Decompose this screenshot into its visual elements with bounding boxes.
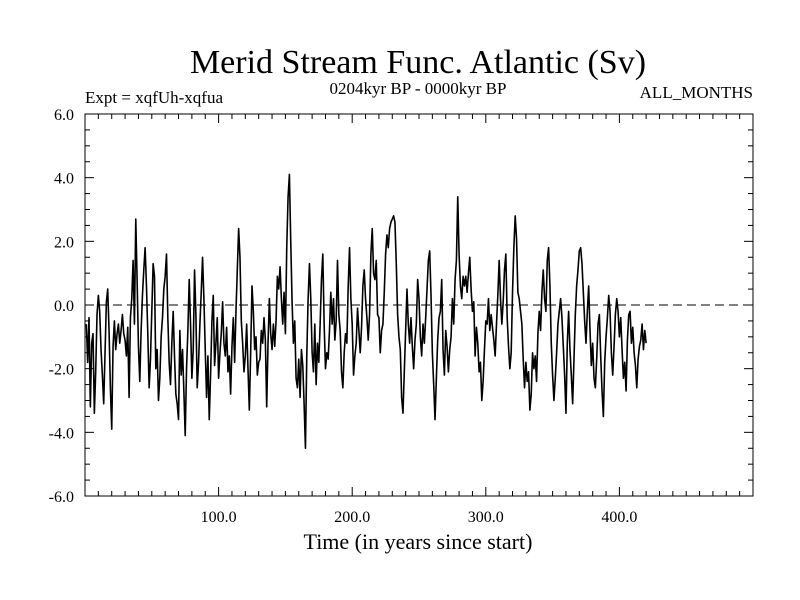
period-label: 0204kyr BP - 0000kyr BP [330, 79, 507, 98]
chart-title: Merid Stream Func. Atlantic (Sv) [190, 44, 646, 81]
series-line [85, 173, 647, 450]
x-tick-label: 200.0 [334, 509, 370, 526]
y-tick-label: 6.0 [54, 107, 74, 124]
y-tick-label: 2.0 [54, 234, 74, 251]
experiment-label: Expt = xqfUh-xqfua [85, 88, 223, 107]
x-tick-label: 400.0 [601, 509, 637, 526]
y-tick-label: 4.0 [54, 171, 74, 188]
y-tick-label: 0.0 [54, 298, 74, 315]
y-tick-label: -4.0 [49, 425, 74, 442]
x-tick-label: 300.0 [468, 509, 504, 526]
x-axis-label: Time (in years since start) [304, 529, 533, 554]
plot-area: -6.0 -4.0 -2.0 0.0 2.0 4.0 6.0 100.0 200.0 300.0 4… [49, 107, 754, 526]
y-tick-label: -6.0 [49, 489, 74, 506]
season-label: ALL_MONTHS [640, 83, 753, 102]
y-tick-label: -2.0 [49, 362, 74, 379]
x-tick-label: 100.0 [201, 509, 237, 526]
